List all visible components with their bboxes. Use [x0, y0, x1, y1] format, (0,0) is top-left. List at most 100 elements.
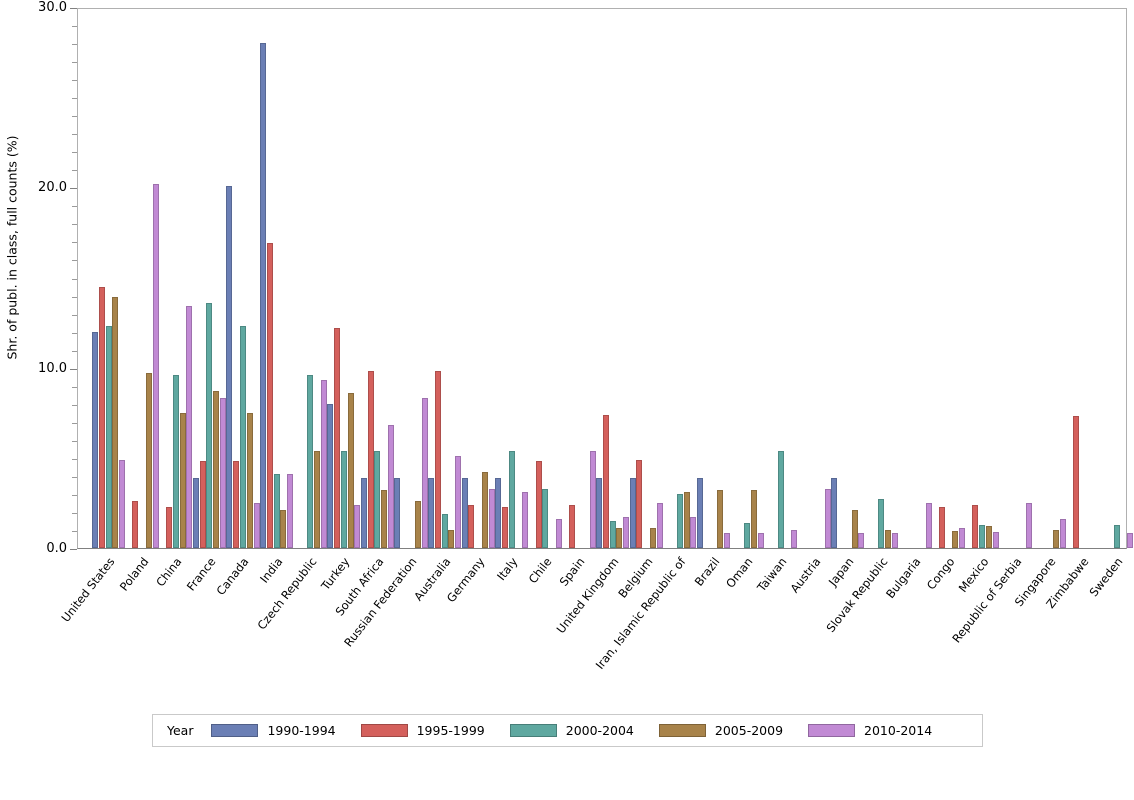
bar — [885, 529, 892, 548]
bar — [280, 510, 287, 548]
bar — [333, 328, 340, 548]
bar-group — [495, 9, 529, 548]
legend-item[interactable]: 1995-1999 — [360, 723, 485, 738]
y-axis-minor-tick — [72, 279, 77, 280]
legend-label: 2000-2004 — [565, 723, 634, 738]
bar — [219, 398, 226, 548]
bar — [455, 456, 462, 548]
bar — [1059, 519, 1066, 548]
bar — [656, 502, 663, 548]
bar — [959, 528, 966, 548]
bar — [602, 414, 609, 548]
bar — [555, 519, 562, 548]
y-axis-minor-tick — [72, 260, 77, 261]
bar — [112, 297, 119, 548]
bar-group — [192, 9, 227, 548]
y-axis-minor-tick — [72, 531, 77, 532]
legend-swatch — [808, 724, 856, 737]
bar — [186, 306, 193, 548]
bar — [878, 499, 885, 548]
bar — [354, 504, 361, 548]
bar — [105, 326, 112, 548]
bar — [925, 502, 932, 548]
bar — [387, 425, 394, 548]
bar — [360, 477, 367, 548]
legend-item[interactable]: 2010-2014 — [808, 723, 932, 738]
bar — [676, 493, 683, 548]
legend-item[interactable]: 2000-2004 — [509, 723, 634, 738]
bar — [791, 529, 798, 548]
y-axis-title: Shr. of publ. in class, full counts (%) — [4, 135, 20, 360]
bar — [757, 532, 764, 548]
bar — [623, 517, 630, 548]
bar — [717, 490, 724, 548]
bar — [239, 326, 246, 548]
legend-label: 1990-1994 — [267, 723, 336, 738]
y-axis-minor-tick — [72, 26, 77, 27]
bar-group — [932, 9, 966, 548]
y-axis-minor-tick — [72, 170, 77, 171]
legend-item[interactable]: 1990-1994 — [211, 723, 336, 738]
bar — [461, 477, 468, 548]
bar — [206, 302, 213, 548]
bar — [145, 373, 152, 548]
bar — [629, 477, 636, 548]
bar — [938, 506, 945, 548]
bar — [589, 450, 596, 548]
bar — [851, 510, 858, 548]
bar — [374, 450, 381, 548]
bar — [508, 450, 515, 548]
bar — [394, 477, 401, 548]
bar — [522, 492, 529, 548]
bar-group — [663, 9, 697, 548]
bar-group — [327, 9, 361, 548]
bar — [824, 488, 831, 548]
bar-group — [798, 9, 832, 548]
bar-group — [764, 9, 798, 548]
bar — [327, 403, 334, 548]
y-axis-tick-label: 0.0 — [46, 541, 67, 556]
legend-item[interactable]: 2005-2009 — [658, 723, 783, 738]
chart-legend: Year 1990-1994 1995-1999 2000-2004 2005-200… — [152, 714, 983, 747]
legend-swatch — [509, 724, 557, 737]
bar-group — [529, 9, 563, 548]
bar — [616, 528, 623, 548]
bar — [723, 532, 730, 548]
bar-group — [1033, 9, 1067, 548]
legend-label: 1995-1999 — [416, 723, 485, 738]
plot-area — [77, 8, 1134, 549]
bar — [246, 412, 253, 548]
bar — [858, 532, 865, 548]
y-axis-minor-tick — [72, 477, 77, 478]
bar — [468, 504, 475, 548]
bar — [199, 461, 206, 548]
y-axis-minor-tick — [72, 206, 77, 207]
bar — [481, 472, 488, 548]
bar — [287, 474, 294, 548]
legend-swatch — [360, 724, 408, 737]
y-axis-minor-tick — [72, 387, 77, 388]
bar — [448, 529, 455, 548]
bar-group — [1100, 9, 1134, 548]
legend-title: Year — [167, 723, 194, 738]
bar — [535, 461, 542, 548]
y-axis-minor-tick — [72, 441, 77, 442]
bar — [992, 531, 999, 548]
bar — [226, 185, 233, 548]
bar — [119, 459, 126, 548]
bar — [501, 506, 508, 548]
bar — [569, 504, 576, 548]
bar — [596, 477, 602, 548]
bar — [952, 530, 959, 548]
y-axis-minor-tick — [72, 405, 77, 406]
bar-group — [1066, 9, 1100, 548]
y-axis-minor-tick — [72, 351, 77, 352]
bar — [891, 532, 898, 548]
bar — [253, 502, 260, 548]
bar — [260, 43, 266, 548]
y-axis-minor-tick — [72, 224, 77, 225]
bar-group — [999, 9, 1033, 548]
bar — [649, 528, 656, 548]
bar — [98, 286, 105, 548]
y-axis-minor-tick — [72, 459, 77, 460]
